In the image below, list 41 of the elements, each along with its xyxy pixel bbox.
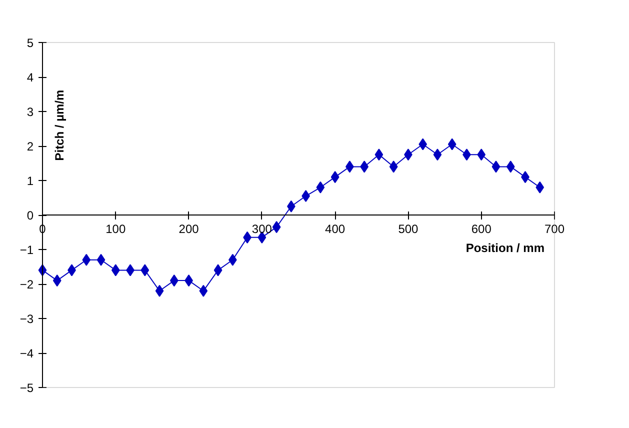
y-tick-label: 4 xyxy=(26,70,34,84)
y-tick-label: −4 xyxy=(20,346,34,360)
y-tick-label: −3 xyxy=(20,312,34,326)
y-tick-label: 0 xyxy=(26,208,34,222)
point xyxy=(374,148,384,161)
point xyxy=(199,284,208,297)
y-tick-label: −5 xyxy=(20,381,34,395)
point xyxy=(433,148,442,161)
y-tick-label: 2 xyxy=(26,140,34,154)
point xyxy=(96,254,106,266)
x-tick-label: 700 xyxy=(544,222,565,236)
point xyxy=(140,264,150,276)
point xyxy=(316,181,325,194)
y-tick-label: 1 xyxy=(26,174,34,188)
y-tick-label: −2 xyxy=(20,278,34,292)
x-tick-label: 400 xyxy=(325,222,346,236)
point xyxy=(170,274,178,287)
point xyxy=(330,171,340,184)
x-tick-label: 100 xyxy=(106,222,126,236)
point xyxy=(506,160,515,173)
point xyxy=(389,160,398,173)
y-axis-title: Pitch / µm/m xyxy=(52,90,66,161)
point xyxy=(477,148,486,161)
y-tick-label: 3 xyxy=(26,105,34,119)
point xyxy=(448,138,456,150)
x-tick-label: 200 xyxy=(178,222,200,236)
point xyxy=(155,284,164,297)
point xyxy=(214,264,222,276)
y-tick-label: 5 xyxy=(26,36,34,50)
x-tick-label: 300 xyxy=(252,222,272,236)
point xyxy=(272,221,281,234)
point xyxy=(111,264,120,276)
point xyxy=(492,160,500,173)
point xyxy=(82,254,91,266)
point xyxy=(536,181,544,194)
point xyxy=(52,274,62,287)
x-tick-label: 500 xyxy=(398,222,419,236)
x-tick-label: 600 xyxy=(471,222,492,236)
x-axis-title: Position / mm xyxy=(466,241,545,255)
y-tick-label: −1 xyxy=(20,243,34,257)
point xyxy=(418,138,428,150)
